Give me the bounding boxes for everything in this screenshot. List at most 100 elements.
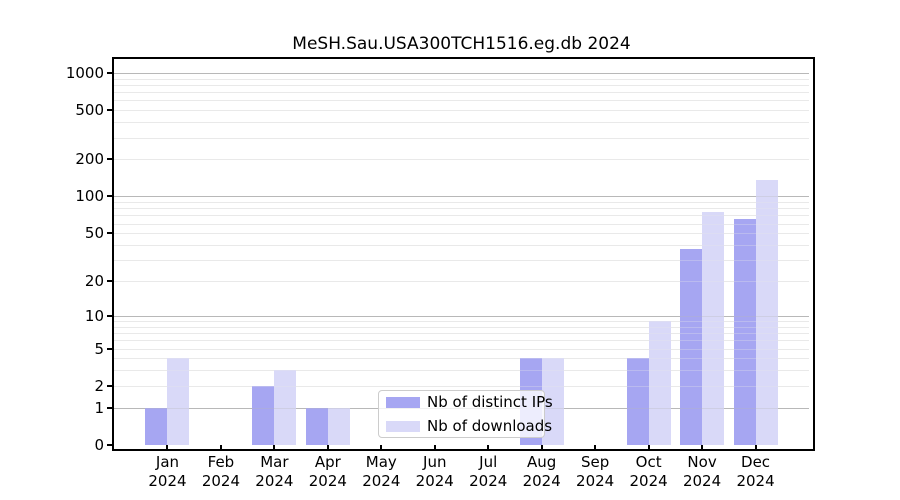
y-tick-mark-100 bbox=[107, 195, 114, 198]
bar-nb-of-downloads-dec bbox=[755, 180, 778, 445]
bar-nb-of-distinct-ips-dec bbox=[733, 218, 756, 445]
minor-gridline-8 bbox=[114, 326, 809, 328]
x-tick-mark-mar bbox=[273, 445, 276, 451]
x-tick-mark-jan bbox=[166, 445, 169, 451]
x-tick-mark-nov bbox=[701, 445, 704, 451]
y-tick-label-50: 50 bbox=[84, 224, 104, 243]
x-tick-label-oct: Oct 2024 bbox=[629, 453, 668, 490]
x-tick-mark-sep bbox=[594, 445, 597, 451]
minor-gridline-800 bbox=[114, 84, 809, 86]
y-tick-mark-500 bbox=[107, 109, 114, 112]
minor-gridline-60 bbox=[114, 223, 809, 225]
y-tick-mark-5 bbox=[107, 347, 114, 350]
x-tick-mark-may bbox=[380, 445, 383, 451]
minor-gridline-900 bbox=[114, 78, 809, 80]
x-tick-label-may: May 2024 bbox=[362, 453, 401, 490]
y-tick-label-10: 10 bbox=[84, 306, 104, 325]
bar-nb-of-downloads-jan bbox=[167, 358, 190, 445]
y-tick-mark-1000 bbox=[107, 71, 114, 74]
minor-gridline-5 bbox=[114, 348, 809, 350]
minor-gridline-20 bbox=[114, 281, 809, 283]
x-tick-label-jan: Jan 2024 bbox=[148, 453, 187, 490]
x-tick-label-sep: Sep 2024 bbox=[576, 453, 615, 490]
x-tick-label-feb: Feb 2024 bbox=[201, 453, 241, 490]
minor-gridline-50 bbox=[114, 233, 809, 235]
x-tick-mark-dec bbox=[754, 445, 757, 451]
minor-gridline-40 bbox=[114, 245, 809, 246]
bar-nb-of-distinct-ips-oct bbox=[626, 358, 649, 445]
minor-gridline-30 bbox=[114, 260, 809, 262]
y-tick-mark-0 bbox=[107, 444, 114, 446]
x-tick-mark-apr bbox=[326, 445, 329, 451]
y-tick-label-0: 0 bbox=[94, 436, 104, 454]
minor-gridline-700 bbox=[114, 92, 809, 94]
minor-gridline-200 bbox=[114, 159, 809, 161]
minor-gridline-2 bbox=[114, 385, 809, 387]
major-gridline-100 bbox=[114, 196, 809, 198]
minor-gridline-4 bbox=[114, 358, 809, 360]
y-tick-label-100: 100 bbox=[75, 187, 104, 206]
y-tick-label-1: 1 bbox=[94, 398, 104, 417]
x-tick-label-dec: Dec 2024 bbox=[736, 453, 775, 490]
minor-gridline-30 bbox=[114, 260, 809, 262]
y-tick-mark-2 bbox=[107, 384, 114, 387]
minor-gridline-200 bbox=[114, 159, 809, 161]
x-tick-label-apr: Apr 2024 bbox=[308, 453, 347, 490]
minor-gridline-700 bbox=[114, 92, 809, 94]
x-tick-label-mar: Mar 2024 bbox=[255, 453, 294, 490]
x-tick-mark-feb bbox=[219, 445, 222, 451]
plot-area bbox=[112, 57, 815, 451]
x-tick-label-nov: Nov 2024 bbox=[682, 453, 722, 490]
minor-gridline-20 bbox=[114, 281, 809, 283]
bar-nb-of-downloads-apr bbox=[327, 407, 350, 445]
x-tick-label-aug: Aug 2024 bbox=[522, 453, 561, 490]
minor-gridline-800 bbox=[114, 84, 809, 86]
x-tick-mark-jun bbox=[433, 445, 436, 451]
y-tick-mark-200 bbox=[107, 158, 114, 161]
minor-gridline-2 bbox=[114, 385, 809, 387]
y-tick-mark-10 bbox=[107, 314, 114, 317]
legend-label-distinct-ips: Nb of distinct IPs bbox=[427, 393, 553, 411]
minor-gridline-70 bbox=[114, 215, 809, 217]
bar-nb-of-downloads-oct bbox=[648, 321, 671, 445]
major-gridline-1000 bbox=[114, 72, 809, 74]
minor-gridline-500 bbox=[114, 110, 809, 112]
minor-gridline-9 bbox=[114, 321, 809, 322]
legend-swatch-distinct-ips-icon bbox=[386, 396, 420, 408]
y-tick-mark-50 bbox=[107, 232, 114, 235]
minor-gridline-600 bbox=[114, 100, 809, 102]
minor-gridline-500 bbox=[114, 110, 809, 112]
minor-gridline-70 bbox=[114, 215, 809, 217]
minor-gridline-4 bbox=[114, 358, 809, 360]
legend: Nb of distinct IPs Nb of downloads bbox=[378, 390, 553, 438]
bars-layer bbox=[114, 59, 809, 445]
minor-gridline-40 bbox=[114, 245, 809, 246]
bar-nb-of-downloads-aug bbox=[541, 358, 564, 445]
minor-gridline-90 bbox=[114, 202, 809, 204]
minor-gridline-400 bbox=[114, 122, 809, 124]
y-tick-label-2: 2 bbox=[94, 376, 104, 395]
y-tick-label-1000: 1000 bbox=[65, 63, 104, 82]
minor-gridline-900 bbox=[114, 78, 809, 80]
major-gridline-1000 bbox=[114, 72, 809, 74]
minor-gridline-300 bbox=[114, 137, 809, 139]
chart-title: MeSH.Sau.USA300TCH1516.eg.db 2024 bbox=[292, 34, 631, 54]
legend-item-downloads: Nb of downloads bbox=[386, 417, 552, 435]
legend-swatch-downloads-icon bbox=[386, 420, 420, 432]
bar-nb-of-distinct-ips-nov bbox=[680, 249, 703, 445]
minor-gridline-400 bbox=[114, 122, 809, 124]
minor-gridline-300 bbox=[114, 137, 809, 139]
y-tick-label-20: 20 bbox=[84, 272, 104, 291]
minor-gridline-7 bbox=[114, 333, 809, 335]
bar-nb-of-distinct-ips-mar bbox=[252, 385, 275, 445]
x-tick-mark-aug bbox=[540, 445, 543, 451]
minor-gridline-3 bbox=[114, 370, 809, 372]
minor-gridline-6 bbox=[114, 340, 809, 342]
x-tick-mark-oct bbox=[647, 445, 650, 451]
x-tick-mark-jul bbox=[487, 445, 490, 451]
minor-gridline-80 bbox=[114, 208, 809, 210]
legend-label-downloads: Nb of downloads bbox=[427, 417, 553, 435]
minor-gridline-80 bbox=[114, 208, 809, 210]
minor-gridline-90 bbox=[114, 202, 809, 204]
